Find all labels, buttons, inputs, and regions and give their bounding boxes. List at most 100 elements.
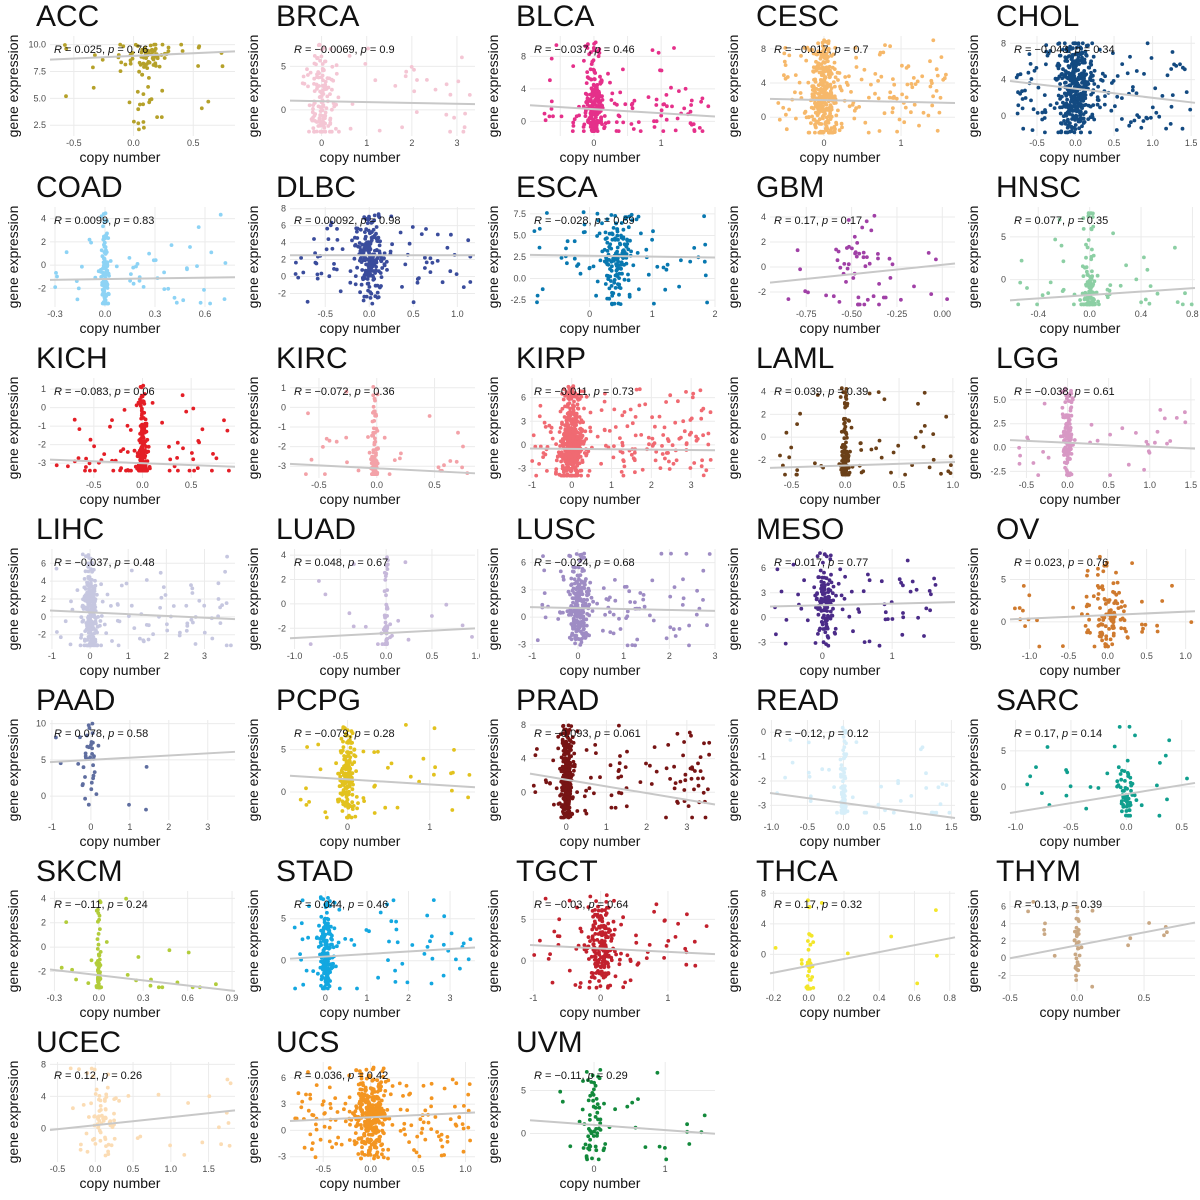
data-point <box>532 229 537 233</box>
data-point <box>601 628 605 633</box>
data-point <box>817 70 822 75</box>
data-point <box>837 300 842 304</box>
data-point <box>225 428 230 433</box>
data-point <box>896 443 901 448</box>
data-point <box>382 262 387 267</box>
y-tick-label: 2.5 <box>993 419 1006 429</box>
correlation-annotation: R = −0.017, p = 0.7 <box>774 44 869 56</box>
data-point <box>222 418 226 423</box>
data-point <box>932 576 936 581</box>
data-point <box>689 103 693 107</box>
data-point <box>554 458 559 463</box>
data-point <box>1086 103 1091 108</box>
data-point <box>626 272 630 277</box>
data-point <box>318 105 323 110</box>
data-point <box>798 267 802 272</box>
data-point <box>140 451 145 456</box>
data-point <box>583 114 588 118</box>
data-point <box>571 586 576 591</box>
data-point <box>1040 110 1045 115</box>
data-point <box>581 420 585 425</box>
data-point <box>86 561 91 566</box>
data-point <box>323 129 328 134</box>
panel-gbm: -0.75 -0.50 -0.25 0.00 -2 0 2 4 GBM gene expressi… <box>720 171 960 342</box>
x-tick-label: -0.5 <box>317 309 333 319</box>
y-tick-label: 7.5 <box>513 209 526 219</box>
data-point <box>797 80 802 85</box>
data-point <box>805 45 810 50</box>
data-point <box>366 435 370 439</box>
data-point <box>559 114 564 119</box>
data-point <box>600 98 605 102</box>
data-point <box>102 287 106 291</box>
data-point <box>614 251 618 256</box>
data-point <box>55 630 59 634</box>
data-point <box>1016 90 1020 95</box>
data-point <box>189 583 193 587</box>
data-point <box>417 276 421 280</box>
data-point <box>372 277 377 281</box>
data-point <box>663 456 667 461</box>
data-point <box>190 586 195 591</box>
data-point <box>424 260 429 265</box>
data-point <box>561 397 566 402</box>
correlation-annotation: R = 0.039, p = 0.39 <box>774 386 869 398</box>
data-point <box>105 260 110 265</box>
data-point <box>594 89 598 94</box>
data-point <box>99 614 104 618</box>
data-point <box>852 116 857 121</box>
data-point <box>139 408 144 413</box>
data-point <box>1083 96 1088 101</box>
data-point <box>817 575 821 579</box>
data-point <box>554 467 559 472</box>
data-point <box>663 287 668 292</box>
data-point <box>367 214 371 219</box>
data-point <box>595 279 600 284</box>
data-point <box>336 95 341 100</box>
data-point <box>456 79 461 84</box>
data-point <box>630 106 635 111</box>
data-point <box>802 46 807 50</box>
y-tick-label: -3 <box>278 461 286 471</box>
data-point <box>123 62 128 67</box>
data-point <box>352 562 356 566</box>
data-point <box>580 458 585 463</box>
data-point <box>1086 65 1091 70</box>
data-point <box>677 436 682 441</box>
data-point <box>1067 418 1072 423</box>
data-point <box>775 567 780 572</box>
data-point <box>844 397 849 401</box>
data-point <box>102 622 107 627</box>
data-point <box>129 568 134 573</box>
data-point <box>848 449 852 454</box>
data-point <box>138 437 143 441</box>
y-tick-label: 2 <box>281 574 286 584</box>
plot-area: -0.5 0.0 0.5-3-2-101 <box>38 378 236 490</box>
y-tick-label: 0 <box>761 112 766 122</box>
data-point <box>218 605 223 610</box>
data-point <box>616 259 621 264</box>
data-point <box>1134 277 1139 282</box>
data-point <box>602 114 607 118</box>
data-point <box>325 226 330 231</box>
data-point <box>1059 130 1063 135</box>
data-point <box>91 595 96 599</box>
data-point <box>817 117 822 122</box>
data-point <box>440 280 445 285</box>
data-point <box>832 94 837 99</box>
y-tick-label: 3 <box>761 588 766 598</box>
data-point <box>934 257 938 262</box>
data-point <box>613 214 618 218</box>
data-point <box>1089 277 1094 281</box>
data-point <box>99 275 104 279</box>
data-point <box>618 241 622 246</box>
data-point <box>569 609 573 614</box>
data-point <box>1088 115 1093 120</box>
data-point <box>805 618 810 623</box>
data-point <box>629 122 634 126</box>
data-point <box>821 640 826 645</box>
data-point <box>845 401 850 406</box>
data-point <box>103 273 108 278</box>
data-point <box>1134 91 1139 96</box>
data-point <box>578 426 583 431</box>
